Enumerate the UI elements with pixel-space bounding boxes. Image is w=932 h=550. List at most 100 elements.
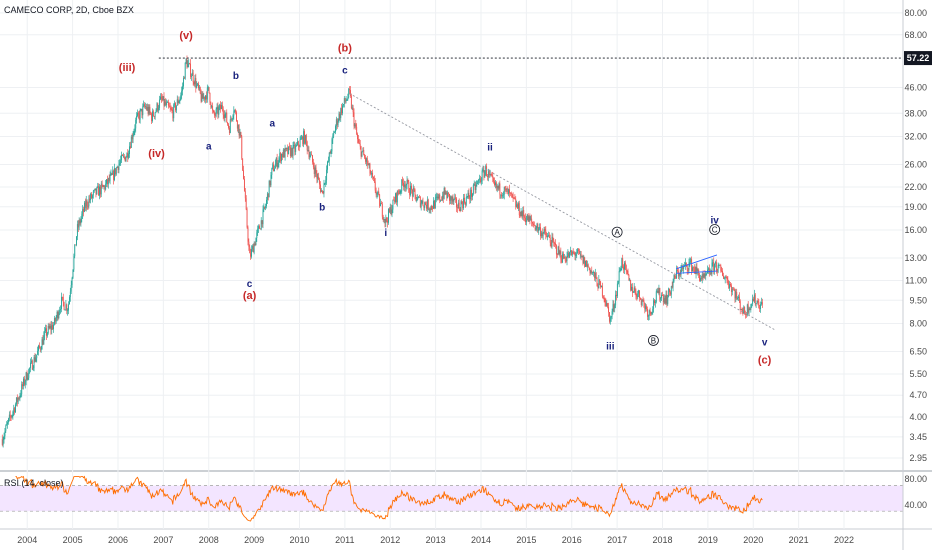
candle-body <box>673 275 675 282</box>
candle-body <box>73 256 75 270</box>
candle-body <box>519 215 521 217</box>
wedge-upper-line[interactable] <box>675 254 718 270</box>
candle-body <box>503 187 505 195</box>
candle-body <box>721 270 723 272</box>
candle-body <box>574 253 576 256</box>
candle-body <box>499 183 501 195</box>
candle-body <box>118 163 120 170</box>
symbol-title: CAMECO CORP, 2D, Cboe BZX <box>4 5 134 15</box>
candle-body <box>299 139 301 147</box>
candle-body <box>418 196 420 198</box>
candle-body <box>588 267 590 268</box>
price-tick-label: 16.00 <box>904 225 927 235</box>
candle-body <box>726 277 728 280</box>
candle-body <box>53 318 55 325</box>
candle-body <box>505 189 507 191</box>
candle-body <box>473 184 475 186</box>
wave-label: (v) <box>179 30 193 42</box>
candle-body <box>115 167 117 175</box>
candle-body <box>68 304 70 311</box>
candle-body <box>8 414 10 419</box>
candle-body <box>24 381 26 385</box>
candle-body <box>544 229 546 231</box>
candle-body <box>758 301 760 308</box>
candle-body <box>756 300 758 304</box>
candle-body <box>682 267 684 270</box>
candle-body <box>19 395 21 399</box>
candle-body <box>215 109 217 116</box>
candle-body <box>12 411 14 416</box>
candle-body <box>62 297 64 303</box>
candle-body <box>267 193 269 198</box>
candle-body <box>321 190 323 192</box>
candle-body <box>304 131 305 144</box>
candle-body <box>42 339 44 345</box>
candle-body <box>477 181 479 183</box>
candle-body <box>631 286 632 291</box>
candle-body <box>760 304 762 310</box>
candle-body <box>520 211 522 217</box>
candle-body <box>733 289 735 292</box>
candle-body <box>154 112 156 117</box>
candle-body <box>403 184 405 187</box>
candle-body <box>68 297 70 305</box>
candle-body <box>79 220 81 224</box>
candle-body <box>367 164 369 166</box>
candle-body <box>90 193 92 201</box>
candle-body <box>712 262 714 263</box>
candle-body <box>655 291 657 303</box>
candle-body <box>724 277 726 279</box>
candle-body <box>475 184 477 191</box>
candle-body <box>626 270 628 272</box>
candle-body <box>78 220 80 228</box>
time-axis: 2004 2005 2006 2007 2008 2009 2010 2011 2012 2013… <box>17 535 854 545</box>
candle-body <box>437 196 439 199</box>
candle-body <box>668 288 670 297</box>
candle-body <box>746 304 748 316</box>
candle-body <box>141 108 143 116</box>
candle-body <box>525 217 526 223</box>
candle-body <box>343 98 345 105</box>
candle-body <box>114 168 116 175</box>
candle-body <box>131 136 133 140</box>
candle-body <box>434 197 436 209</box>
candle-body <box>33 357 35 369</box>
candle-body <box>689 261 691 263</box>
candle-body <box>624 262 625 270</box>
candle-body <box>738 296 740 302</box>
candle-body <box>670 286 672 295</box>
candle-body <box>195 78 197 88</box>
down-trendline[interactable] <box>349 93 777 331</box>
candle-body <box>190 75 192 77</box>
candle-body <box>402 179 404 183</box>
candle-body <box>164 101 166 106</box>
candle-body <box>26 372 28 380</box>
candle-body <box>639 297 641 300</box>
candle-body <box>333 132 335 136</box>
candle-body <box>263 206 265 210</box>
candle-body <box>142 106 144 116</box>
candle-body <box>166 102 168 105</box>
candle-body <box>261 220 263 225</box>
candle-body <box>602 296 604 298</box>
candle-body <box>156 103 158 111</box>
candle-body <box>495 182 497 188</box>
candle-body <box>691 259 693 272</box>
candle-body <box>753 298 754 302</box>
candle-body <box>323 183 325 194</box>
wedge-lower-line[interactable] <box>676 270 717 274</box>
candle-body <box>288 146 290 154</box>
candle-body <box>58 313 60 319</box>
candle-body <box>570 250 572 255</box>
candle-body <box>146 106 148 110</box>
candle-body <box>754 294 756 305</box>
candle-body <box>678 273 680 277</box>
candle-body <box>152 111 153 121</box>
candle-body <box>388 209 389 223</box>
candle-body <box>103 185 105 187</box>
price-tick-label: 5.50 <box>909 369 927 379</box>
candle-body <box>48 325 50 329</box>
candle-body <box>217 106 219 115</box>
candle-body <box>170 108 172 110</box>
